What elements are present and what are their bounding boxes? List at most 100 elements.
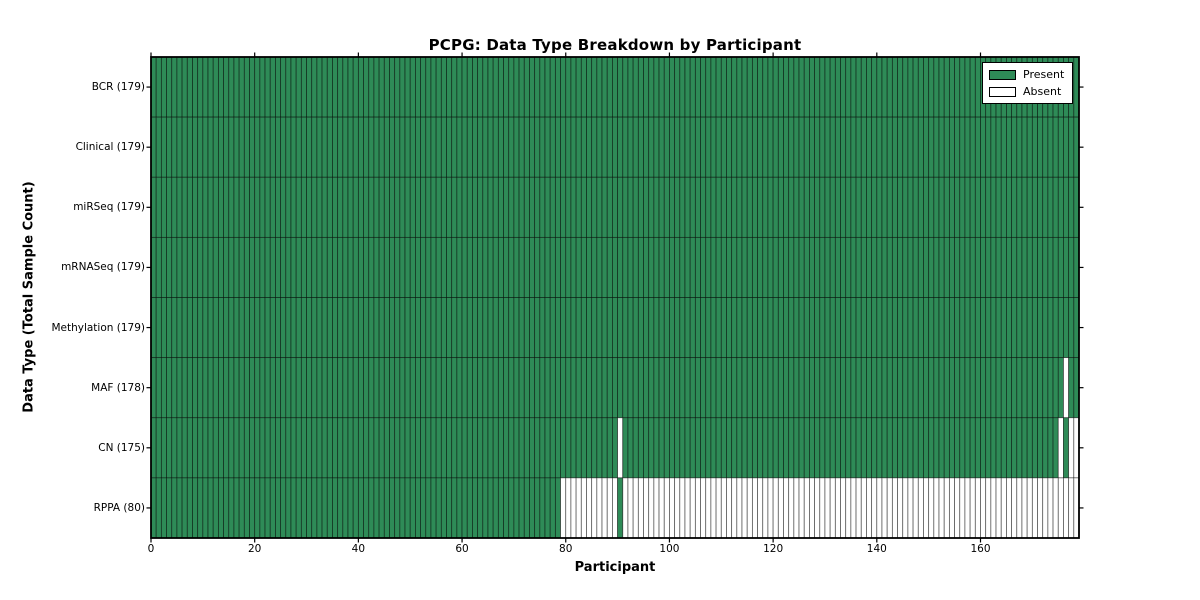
matrix-cell: [160, 236, 167, 298]
matrix-cell: [295, 116, 302, 178]
matrix-cell: [980, 176, 987, 238]
matrix-cell: [456, 297, 463, 359]
matrix-cell: [461, 176, 468, 238]
matrix-cell: [954, 357, 961, 419]
matrix-cell: [1031, 417, 1038, 479]
matrix-cell: [357, 116, 364, 178]
matrix-cell: [1016, 297, 1023, 359]
matrix-cell: [430, 116, 437, 178]
matrix-cell: [969, 176, 976, 238]
matrix-cell: [902, 357, 909, 419]
matrix-cell: [404, 56, 411, 118]
matrix-cell: [606, 417, 613, 479]
matrix-cell: [264, 477, 271, 539]
matrix-cell: [954, 477, 961, 539]
matrix-cell: [886, 176, 893, 238]
matrix-cell: [783, 236, 790, 298]
matrix-cell: [700, 357, 707, 419]
matrix-cell: [855, 116, 862, 178]
matrix-cell: [192, 56, 199, 118]
matrix-cell: [1047, 477, 1054, 539]
matrix-cell: [840, 477, 847, 539]
matrix-cell: [679, 297, 686, 359]
matrix-cell: [176, 417, 183, 479]
matrix-cell: [487, 297, 494, 359]
matrix-cell: [425, 116, 432, 178]
matrix-cell: [363, 297, 370, 359]
matrix-cell: [617, 297, 624, 359]
matrix-cell: [466, 477, 473, 539]
matrix-cell: [160, 357, 167, 419]
matrix-cell: [720, 417, 727, 479]
matrix-cell: [534, 357, 541, 419]
matrix-cell: [741, 417, 748, 479]
matrix-cell: [295, 56, 302, 118]
matrix-cell: [772, 176, 779, 238]
matrix-cell: [757, 236, 764, 298]
matrix-cell: [1000, 297, 1007, 359]
matrix-cell: [487, 176, 494, 238]
matrix-cell: [612, 297, 618, 359]
matrix-cell: [803, 236, 810, 298]
matrix-cell: [653, 417, 660, 479]
matrix-cell: [570, 477, 577, 539]
matrix-cell: [1006, 357, 1013, 419]
matrix-cell: [632, 176, 639, 238]
matrix-cell: [907, 357, 914, 419]
matrix-cell: [762, 116, 769, 178]
matrix-cell: [280, 297, 287, 359]
matrix-cell: [378, 357, 385, 419]
matrix-cell: [1026, 477, 1033, 539]
matrix-cell: [751, 116, 758, 178]
matrix-cell: [497, 417, 504, 479]
matrix-cell: [741, 297, 748, 359]
matrix-cell: [383, 236, 390, 298]
matrix-cell: [824, 176, 831, 238]
matrix-cell: [295, 297, 302, 359]
matrix-cell: [233, 116, 240, 178]
matrix-cell: [254, 477, 261, 539]
matrix-cell: [669, 477, 676, 539]
matrix-cell: [974, 297, 981, 359]
matrix-cell: [840, 417, 847, 479]
matrix-cell: [1052, 477, 1059, 539]
matrix-cell: [539, 56, 546, 118]
matrix-cell: [617, 116, 624, 178]
matrix-cell: [482, 236, 489, 298]
matrix-cell: [596, 297, 603, 359]
matrix-cell: [783, 477, 790, 539]
matrix-cell: [300, 477, 307, 539]
matrix-cell: [814, 176, 821, 238]
matrix-cell: [352, 417, 359, 479]
matrix-cell: [933, 176, 940, 238]
matrix-cell: [316, 116, 323, 178]
matrix-cell: [539, 236, 546, 298]
matrix-cell: [974, 357, 981, 419]
matrix-cell: [1068, 176, 1075, 238]
matrix-cell: [814, 477, 821, 539]
matrix-cell: [497, 56, 504, 118]
matrix-cell: [249, 56, 256, 118]
matrix-cell: [404, 116, 411, 178]
matrix-cell: [570, 56, 577, 118]
matrix-cell: [560, 357, 567, 419]
matrix-cell: [549, 477, 556, 539]
matrix-cell: [254, 417, 261, 479]
matrix-cell: [1031, 116, 1038, 178]
matrix-cell: [793, 116, 800, 178]
matrix-cell: [933, 477, 940, 539]
matrix-cell: [549, 176, 556, 238]
matrix-cell: [902, 116, 909, 178]
matrix-cell: [601, 297, 608, 359]
matrix-cell: [549, 56, 556, 118]
matrix-cell: [663, 477, 670, 539]
matrix-cell: [446, 477, 453, 539]
matrix-cell: [166, 176, 173, 238]
matrix-cell: [233, 56, 240, 118]
matrix-cell: [357, 236, 364, 298]
matrix-cell: [596, 116, 603, 178]
matrix-cell: [1031, 176, 1038, 238]
matrix-cell: [425, 417, 432, 479]
matrix-cell: [907, 417, 914, 479]
